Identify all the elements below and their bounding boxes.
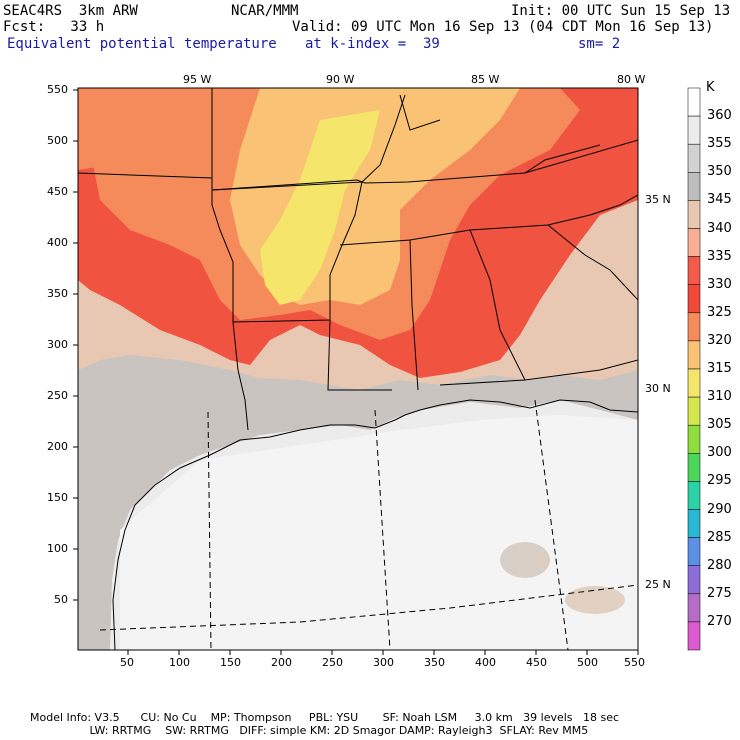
y-tick: 50	[54, 593, 68, 606]
colorbar-swatch	[687, 115, 701, 145]
colorbar-level-label: 340	[707, 220, 732, 236]
colorbar-level-label: 360	[707, 108, 732, 124]
lon-label-95w: 95 W	[183, 73, 212, 86]
x-tick: 500	[577, 656, 598, 669]
lat-label-25n: 25 N	[645, 578, 671, 591]
colorbar-swatch	[687, 424, 701, 454]
graticule	[99, 399, 638, 650]
x-tick: 200	[271, 656, 292, 669]
gulf-warm-blob-2	[565, 586, 625, 614]
y-tick: 500	[47, 134, 68, 147]
colorbar-swatch	[687, 537, 701, 566]
y-tick: 250	[47, 389, 68, 402]
colorbar-level-label: 285	[707, 529, 732, 545]
gulf-warm-blob	[500, 542, 550, 578]
y-tick: 300	[47, 338, 68, 351]
colorbar-swatch	[687, 256, 701, 285]
colorbar-level-label: 290	[707, 501, 732, 517]
y-tick: 450	[47, 185, 68, 198]
colorbar-swatch	[687, 172, 701, 201]
colorbar-swatch	[687, 228, 701, 257]
colorbar-level-label: 350	[707, 164, 732, 180]
y-tick: 550	[47, 83, 68, 96]
y-tick: 200	[47, 440, 68, 453]
orange-region	[90, 88, 580, 340]
x-tick: 50	[120, 656, 134, 669]
colorbar-level-label: 325	[707, 304, 732, 320]
lon-label-90w: 90 W	[326, 73, 355, 86]
colorbar-level-label: 270	[707, 613, 732, 629]
x-tick: 350	[424, 656, 445, 669]
light-orange-region	[230, 88, 520, 305]
colorbar-swatch	[687, 368, 701, 398]
colorbar-swatch	[687, 200, 701, 229]
model-title: SEAC4RS 3km ARW	[3, 3, 138, 19]
lat-label-35n: 35 N	[645, 193, 671, 206]
valid-time: Valid: 09 UTC Mon 16 Sep 13 (04 CDT Mon …	[292, 19, 714, 35]
tan-band	[78, 88, 638, 390]
x-tick: 450	[526, 656, 547, 669]
colorbar-swatch	[687, 143, 701, 173]
state-borders	[78, 88, 638, 431]
x-tick: 550	[624, 656, 645, 669]
colorbar-swatch	[687, 453, 701, 482]
coastal-land-region	[78, 88, 638, 650]
colorbar-swatch	[687, 565, 701, 595]
colorbar-level-label: 310	[707, 389, 732, 405]
y-tick: 100	[47, 542, 68, 555]
axis-ticks	[73, 89, 639, 655]
warm-red-region	[78, 88, 638, 378]
institution-label: NCAR/MMM	[231, 3, 299, 19]
colorbar-level-label: 335	[707, 248, 732, 264]
smoothing-label: sm= 2	[578, 36, 621, 52]
model-info-line1: Model Info: V3.5 CU: No Cu MP: Thompson …	[30, 711, 620, 724]
model-info-line2: LW: RRTMG SW: RRTMG DIFF: simple KM: 2D …	[30, 724, 589, 737]
colorbar-swatch	[687, 481, 701, 510]
colorbar-swatch	[687, 396, 701, 426]
colorbar-level-label: 355	[707, 136, 732, 152]
colorbar-level-label: 345	[707, 192, 732, 208]
gulf-light-region	[120, 415, 638, 650]
x-tick: 150	[220, 656, 241, 669]
colorbar-swatch	[687, 87, 701, 117]
x-tick: 300	[373, 656, 394, 669]
colorbar-swatch	[687, 312, 701, 342]
colorbar-level-label: 280	[707, 557, 732, 573]
lon-label-80w: 80 W	[617, 73, 646, 86]
colorbar-swatch	[687, 621, 701, 651]
colorbar-level-label: 315	[707, 361, 732, 376]
colorbar-level-label: 305	[707, 417, 732, 433]
colorbar-swatch	[687, 509, 701, 538]
lon-label-85w: 85 W	[471, 73, 500, 86]
level-label: at k-index = 39	[305, 36, 440, 52]
colorbar-swatch	[687, 284, 701, 314]
colorbar-swatch	[687, 593, 701, 623]
coastline	[112, 399, 638, 650]
y-tick: 400	[47, 236, 68, 249]
gulf-region	[78, 88, 638, 650]
colorbar-level-label: 300	[707, 445, 732, 461]
colorbar-level-label: 295	[707, 473, 732, 489]
x-tick: 250	[322, 656, 343, 669]
colorbar-unit: K	[706, 80, 715, 95]
colorbar-level-label: 330	[707, 276, 732, 292]
nw-warm-region	[78, 88, 240, 170]
y-tick: 150	[47, 491, 68, 504]
y-tick: 350	[47, 287, 68, 300]
map-frame	[77, 87, 639, 651]
colorbar-swatch	[687, 340, 701, 370]
colorbar-level-label: 275	[707, 585, 732, 601]
yellow-core-region	[260, 110, 380, 305]
x-tick: 400	[475, 656, 496, 669]
lat-label-30n: 30 N	[645, 382, 671, 395]
x-tick: 100	[169, 656, 190, 669]
colorbar-level-label: 320	[707, 332, 732, 348]
init-time: Init: 00 UTC Sun 15 Sep 13	[511, 3, 731, 19]
forecast-hour: Fcst: 33 h	[3, 19, 105, 35]
field-name: Equivalent potential temperature	[7, 36, 277, 52]
